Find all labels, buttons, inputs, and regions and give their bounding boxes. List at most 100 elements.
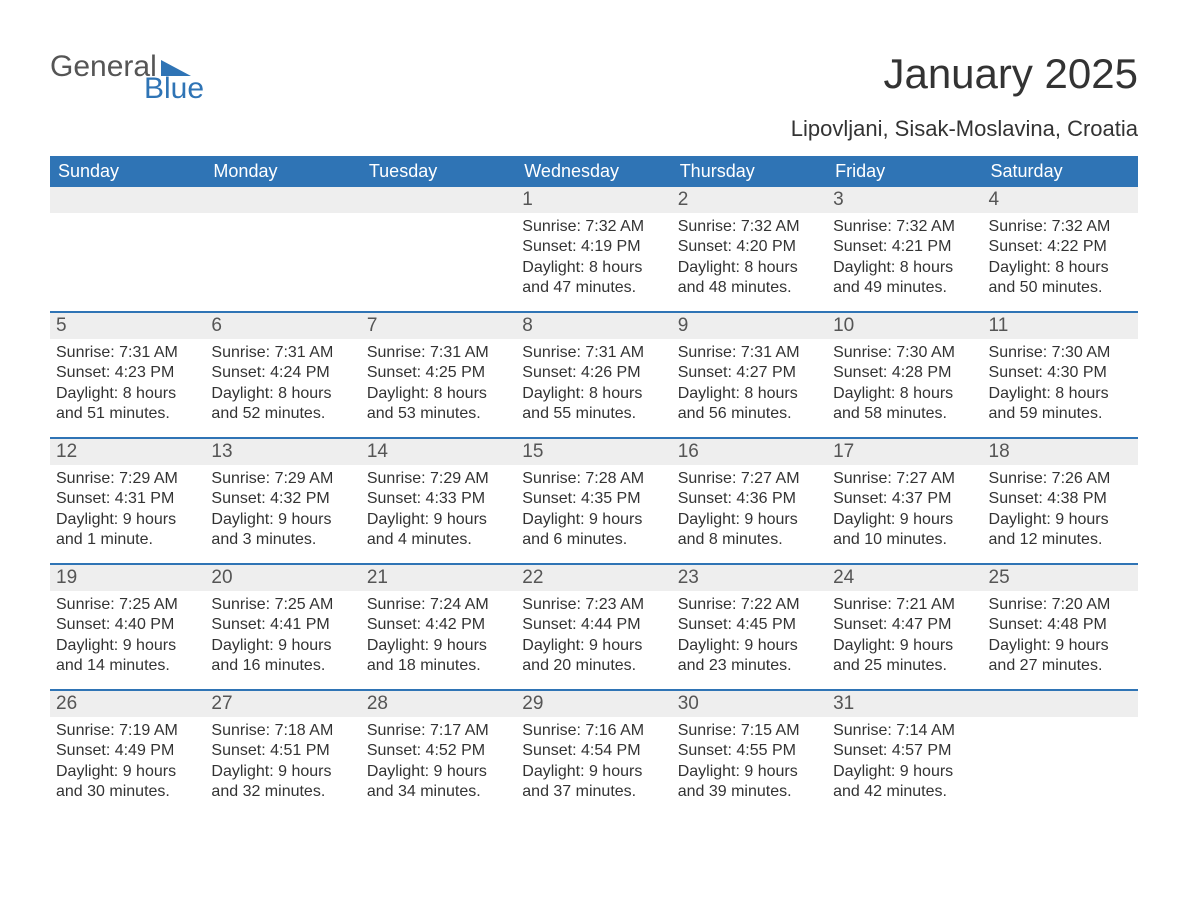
- day-number: 4: [983, 187, 1138, 213]
- sunrise-text: Sunrise: 7:29 AM: [56, 469, 199, 489]
- daylight-text: Daylight: 9 hours and 3 minutes.: [211, 510, 354, 551]
- sunrise-text: Sunrise: 7:25 AM: [211, 595, 354, 615]
- day-detail: [50, 213, 205, 311]
- day-number: 22: [516, 565, 671, 591]
- sunrise-text: Sunrise: 7:30 AM: [833, 343, 976, 363]
- sunset-text: Sunset: 4:30 PM: [989, 363, 1132, 383]
- sunset-text: Sunset: 4:44 PM: [522, 615, 665, 635]
- daylight-text: Daylight: 9 hours and 39 minutes.: [678, 762, 821, 803]
- calendar: Sunday Monday Tuesday Wednesday Thursday…: [50, 156, 1138, 815]
- day-number: 14: [361, 439, 516, 465]
- day-detail: Sunrise: 7:18 AMSunset: 4:51 PMDaylight:…: [205, 717, 360, 815]
- day-detail: Sunrise: 7:16 AMSunset: 4:54 PMDaylight:…: [516, 717, 671, 815]
- sunset-text: Sunset: 4:48 PM: [989, 615, 1132, 635]
- day-number: 15: [516, 439, 671, 465]
- day-number: 11: [983, 313, 1138, 339]
- day-detail: Sunrise: 7:24 AMSunset: 4:42 PMDaylight:…: [361, 591, 516, 689]
- day-number: 28: [361, 691, 516, 717]
- day-detail: [361, 213, 516, 311]
- day-number: [50, 187, 205, 213]
- dow-tuesday: Tuesday: [361, 156, 516, 187]
- dow-wednesday: Wednesday: [516, 156, 671, 187]
- daylight-text: Daylight: 9 hours and 32 minutes.: [211, 762, 354, 803]
- sunset-text: Sunset: 4:57 PM: [833, 741, 976, 761]
- daylight-text: Daylight: 9 hours and 23 minutes.: [678, 636, 821, 677]
- daylight-text: Daylight: 9 hours and 30 minutes.: [56, 762, 199, 803]
- sunrise-text: Sunrise: 7:25 AM: [56, 595, 199, 615]
- day-detail: Sunrise: 7:29 AMSunset: 4:32 PMDaylight:…: [205, 465, 360, 563]
- sunset-text: Sunset: 4:54 PM: [522, 741, 665, 761]
- sunset-text: Sunset: 4:35 PM: [522, 489, 665, 509]
- sunset-text: Sunset: 4:49 PM: [56, 741, 199, 761]
- day-detail: Sunrise: 7:29 AMSunset: 4:31 PMDaylight:…: [50, 465, 205, 563]
- day-number: 17: [827, 439, 982, 465]
- sunset-text: Sunset: 4:26 PM: [522, 363, 665, 383]
- day-detail: Sunrise: 7:29 AMSunset: 4:33 PMDaylight:…: [361, 465, 516, 563]
- sunrise-text: Sunrise: 7:21 AM: [833, 595, 976, 615]
- sunset-text: Sunset: 4:20 PM: [678, 237, 821, 257]
- daylight-text: Daylight: 8 hours and 59 minutes.: [989, 384, 1132, 425]
- day-detail: Sunrise: 7:31 AMSunset: 4:26 PMDaylight:…: [516, 339, 671, 437]
- dow-thursday: Thursday: [672, 156, 827, 187]
- dow-saturday: Saturday: [983, 156, 1138, 187]
- day-number: 18: [983, 439, 1138, 465]
- logo-text-blue: Blue: [144, 72, 204, 105]
- logo-text-general: General: [50, 50, 157, 84]
- day-detail: Sunrise: 7:32 AMSunset: 4:19 PMDaylight:…: [516, 213, 671, 311]
- sunrise-text: Sunrise: 7:31 AM: [56, 343, 199, 363]
- day-detail: Sunrise: 7:25 AMSunset: 4:40 PMDaylight:…: [50, 591, 205, 689]
- sunrise-text: Sunrise: 7:31 AM: [367, 343, 510, 363]
- day-detail-row: Sunrise: 7:25 AMSunset: 4:40 PMDaylight:…: [50, 591, 1138, 689]
- sunset-text: Sunset: 4:19 PM: [522, 237, 665, 257]
- daylight-text: Daylight: 9 hours and 8 minutes.: [678, 510, 821, 551]
- day-detail: Sunrise: 7:14 AMSunset: 4:57 PMDaylight:…: [827, 717, 982, 815]
- dow-sunday: Sunday: [50, 156, 205, 187]
- day-detail: Sunrise: 7:32 AMSunset: 4:22 PMDaylight:…: [983, 213, 1138, 311]
- day-number: 8: [516, 313, 671, 339]
- daylight-text: Daylight: 9 hours and 20 minutes.: [522, 636, 665, 677]
- daylight-text: Daylight: 8 hours and 47 minutes.: [522, 258, 665, 299]
- day-number: 16: [672, 439, 827, 465]
- sunrise-text: Sunrise: 7:31 AM: [522, 343, 665, 363]
- sunrise-text: Sunrise: 7:30 AM: [989, 343, 1132, 363]
- sunset-text: Sunset: 4:38 PM: [989, 489, 1132, 509]
- daylight-text: Daylight: 9 hours and 42 minutes.: [833, 762, 976, 803]
- daylight-text: Daylight: 8 hours and 49 minutes.: [833, 258, 976, 299]
- day-detail: Sunrise: 7:15 AMSunset: 4:55 PMDaylight:…: [672, 717, 827, 815]
- day-number: [361, 187, 516, 213]
- day-detail-row: Sunrise: 7:29 AMSunset: 4:31 PM Daylight:…: [50, 465, 1138, 563]
- sunrise-text: Sunrise: 7:31 AM: [211, 343, 354, 363]
- week-row: 262728293031Sunrise: 7:19 AMSunset: 4:49…: [50, 689, 1138, 815]
- day-number: 12: [50, 439, 205, 465]
- day-number: 5: [50, 313, 205, 339]
- sunset-text: Sunset: 4:47 PM: [833, 615, 976, 635]
- sunset-text: Sunset: 4:21 PM: [833, 237, 976, 257]
- day-detail: Sunrise: 7:28 AMSunset: 4:35 PMDaylight:…: [516, 465, 671, 563]
- sunset-text: Sunset: 4:28 PM: [833, 363, 976, 383]
- sunrise-text: Sunrise: 7:14 AM: [833, 721, 976, 741]
- day-detail-row: Sunrise: 7:19 AMSunset: 4:49 PMDaylight:…: [50, 717, 1138, 815]
- sunrise-text: Sunrise: 7:19 AM: [56, 721, 199, 741]
- sunrise-text: Sunrise: 7:20 AM: [989, 595, 1132, 615]
- daylight-text: Daylight: 9 hours and 14 minutes.: [56, 636, 199, 677]
- day-number-row: 262728293031: [50, 691, 1138, 717]
- day-detail: Sunrise: 7:31 AMSunset: 4:27 PMDaylight:…: [672, 339, 827, 437]
- day-number: 10: [827, 313, 982, 339]
- sunrise-text: Sunrise: 7:15 AM: [678, 721, 821, 741]
- dow-monday: Monday: [205, 156, 360, 187]
- sunset-text: Sunset: 4:36 PM: [678, 489, 821, 509]
- day-number: 2: [672, 187, 827, 213]
- sunset-text: Sunset: 4:32 PM: [211, 489, 354, 509]
- day-number: 9: [672, 313, 827, 339]
- sunset-text: Sunset: 4:31 PM: [56, 489, 199, 509]
- day-detail: Sunrise: 7:25 AMSunset: 4:41 PMDaylight:…: [205, 591, 360, 689]
- sunset-text: Sunset: 4:45 PM: [678, 615, 821, 635]
- day-detail: Sunrise: 7:27 AMSunset: 4:37 PMDaylight:…: [827, 465, 982, 563]
- daylight-text: Daylight: 8 hours and 53 minutes.: [367, 384, 510, 425]
- sunrise-text: Sunrise: 7:31 AM: [678, 343, 821, 363]
- day-number: 3: [827, 187, 982, 213]
- weeks-container: 12 34 Sunrise: 7:32 AMSunset: 4:19 PMDayli…: [50, 187, 1138, 815]
- day-number-row: 19202122232425: [50, 565, 1138, 591]
- sunset-text: Sunset: 4:25 PM: [367, 363, 510, 383]
- day-detail: Sunrise: 7:31 AMSunset: 4:25 PMDaylight:…: [361, 339, 516, 437]
